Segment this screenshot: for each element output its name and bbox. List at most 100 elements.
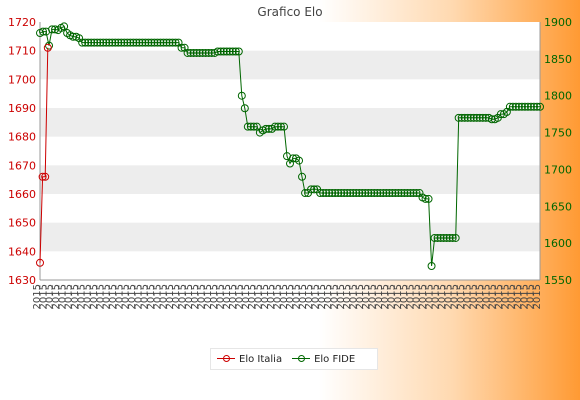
x-tick-label: 2015: [488, 284, 499, 309]
x-tick-label: 2015: [424, 284, 435, 309]
point-elo-fide: [445, 233, 454, 242]
point-elo-fide: [108, 38, 117, 47]
point-elo-fide: [394, 189, 403, 198]
point-elo-fide: [352, 189, 361, 198]
point-elo-fide: [114, 38, 123, 47]
point-elo-fide: [373, 189, 382, 198]
x-tick-label: 2015: [64, 284, 75, 309]
point-elo-fide: [87, 38, 96, 47]
legend-item-elo-fide: Elo FIDE: [292, 354, 355, 365]
point-elo-fide: [532, 102, 541, 111]
left-tick-label: 1670: [8, 159, 36, 172]
point-elo-fide: [195, 48, 204, 57]
left-tick-label: 1690: [8, 102, 36, 115]
point-elo-fide: [270, 122, 279, 131]
right-tick-label: 1750: [544, 127, 572, 140]
point-elo-fide: [430, 233, 439, 242]
point-elo-fide: [219, 47, 228, 56]
x-tick-label: 2015: [38, 284, 49, 309]
x-tick-label: 2015: [399, 284, 410, 309]
x-tick-label: 2015: [462, 284, 473, 309]
x-tick-label: 2015: [216, 284, 227, 309]
point-elo-fide: [138, 38, 147, 47]
chart-legend: Elo Italia Elo FIDE: [210, 348, 378, 370]
point-elo-fide: [514, 102, 523, 111]
point-elo-fide: [301, 189, 310, 198]
x-tick-label: 2015: [475, 284, 486, 309]
point-elo-fide: [463, 113, 472, 122]
point-elo-fide: [189, 48, 198, 57]
point-elo-fide: [183, 48, 192, 57]
x-tick-label: 2015: [279, 284, 290, 309]
left-tick-label: 1710: [8, 45, 36, 58]
x-tick-label: 2015: [500, 284, 511, 309]
x-tick-label: 2015: [70, 284, 81, 309]
point-elo-fide: [328, 189, 337, 198]
point-elo-fide: [526, 102, 535, 111]
point-elo-fide: [343, 189, 352, 198]
x-tick-label: 2015: [298, 284, 309, 309]
x-tick-label: 2015: [121, 284, 132, 309]
point-elo-fide: [307, 185, 316, 194]
point-elo-fide: [469, 113, 478, 122]
x-tick-label: 2015: [165, 284, 176, 309]
right-tick-label: 1600: [544, 237, 572, 250]
point-elo-fide: [385, 189, 394, 198]
point-elo-fide: [466, 113, 475, 122]
point-elo-fide: [427, 261, 436, 270]
x-tick-label: 2015: [254, 284, 265, 309]
point-elo-fide: [382, 189, 391, 198]
x-tick-label: 2015: [380, 284, 391, 309]
series-line-elo-italia: [39, 47, 49, 263]
point-elo-fide: [310, 185, 319, 194]
point-elo-fide: [225, 47, 234, 56]
x-tick-label: 2015: [190, 284, 201, 309]
point-elo-fide: [358, 189, 367, 198]
point-elo-fide: [204, 48, 213, 57]
point-elo-fide: [78, 38, 87, 47]
point-elo-fide: [403, 189, 412, 198]
x-tick-label: 2015: [481, 284, 492, 309]
x-tick-label: 2015: [374, 284, 385, 309]
x-tick-label: 2015: [51, 284, 62, 309]
point-elo-fide: [406, 189, 415, 198]
grid-band: [40, 222, 540, 252]
point-elo-fide: [436, 233, 445, 242]
x-tick-label: 2015: [222, 284, 233, 309]
point-elo-fide: [84, 38, 93, 47]
point-elo-fide: [505, 102, 514, 111]
point-elo-fide: [364, 189, 373, 198]
point-elo-fide: [48, 25, 57, 34]
x-tick-label: 2015: [203, 284, 214, 309]
x-tick-label: 2015: [95, 284, 106, 309]
x-tick-label: 2015: [304, 284, 315, 309]
point-elo-fide: [337, 189, 346, 198]
left-tick-label: 1720: [8, 16, 36, 29]
x-tick-label: 2015: [431, 284, 442, 309]
point-elo-fide: [529, 102, 538, 111]
x-tick-label: 2015: [247, 284, 258, 309]
right-tick-label: 1900: [544, 16, 572, 29]
point-elo-fide: [126, 38, 135, 47]
point-elo-fide: [508, 102, 517, 111]
point-elo-fide: [246, 122, 255, 131]
x-tick-label: 2015: [260, 284, 271, 309]
point-elo-fide: [186, 48, 195, 57]
legend-label-elo-italia: Elo Italia: [239, 353, 283, 365]
plot-area: 1630 1640 1650 1660 1670 1680 1690 1700 1710 1720…: [8, 16, 572, 309]
x-tick-label: 2015: [494, 284, 505, 309]
point-elo-fide: [391, 189, 400, 198]
point-elo-fide: [442, 233, 451, 242]
point-elo-italia: [36, 258, 44, 267]
right-tick-label: 1800: [544, 90, 572, 103]
point-elo-fide: [81, 38, 90, 47]
point-elo-fide: [409, 189, 418, 198]
point-elo-fide: [237, 91, 246, 100]
point-elo-fide: [147, 38, 156, 47]
x-tick-label: 2015: [57, 284, 68, 309]
point-elo-fide: [132, 38, 141, 47]
point-elo-fide: [276, 122, 285, 131]
point-elo-fide: [460, 113, 469, 122]
x-tick-label: 2015: [348, 284, 359, 309]
